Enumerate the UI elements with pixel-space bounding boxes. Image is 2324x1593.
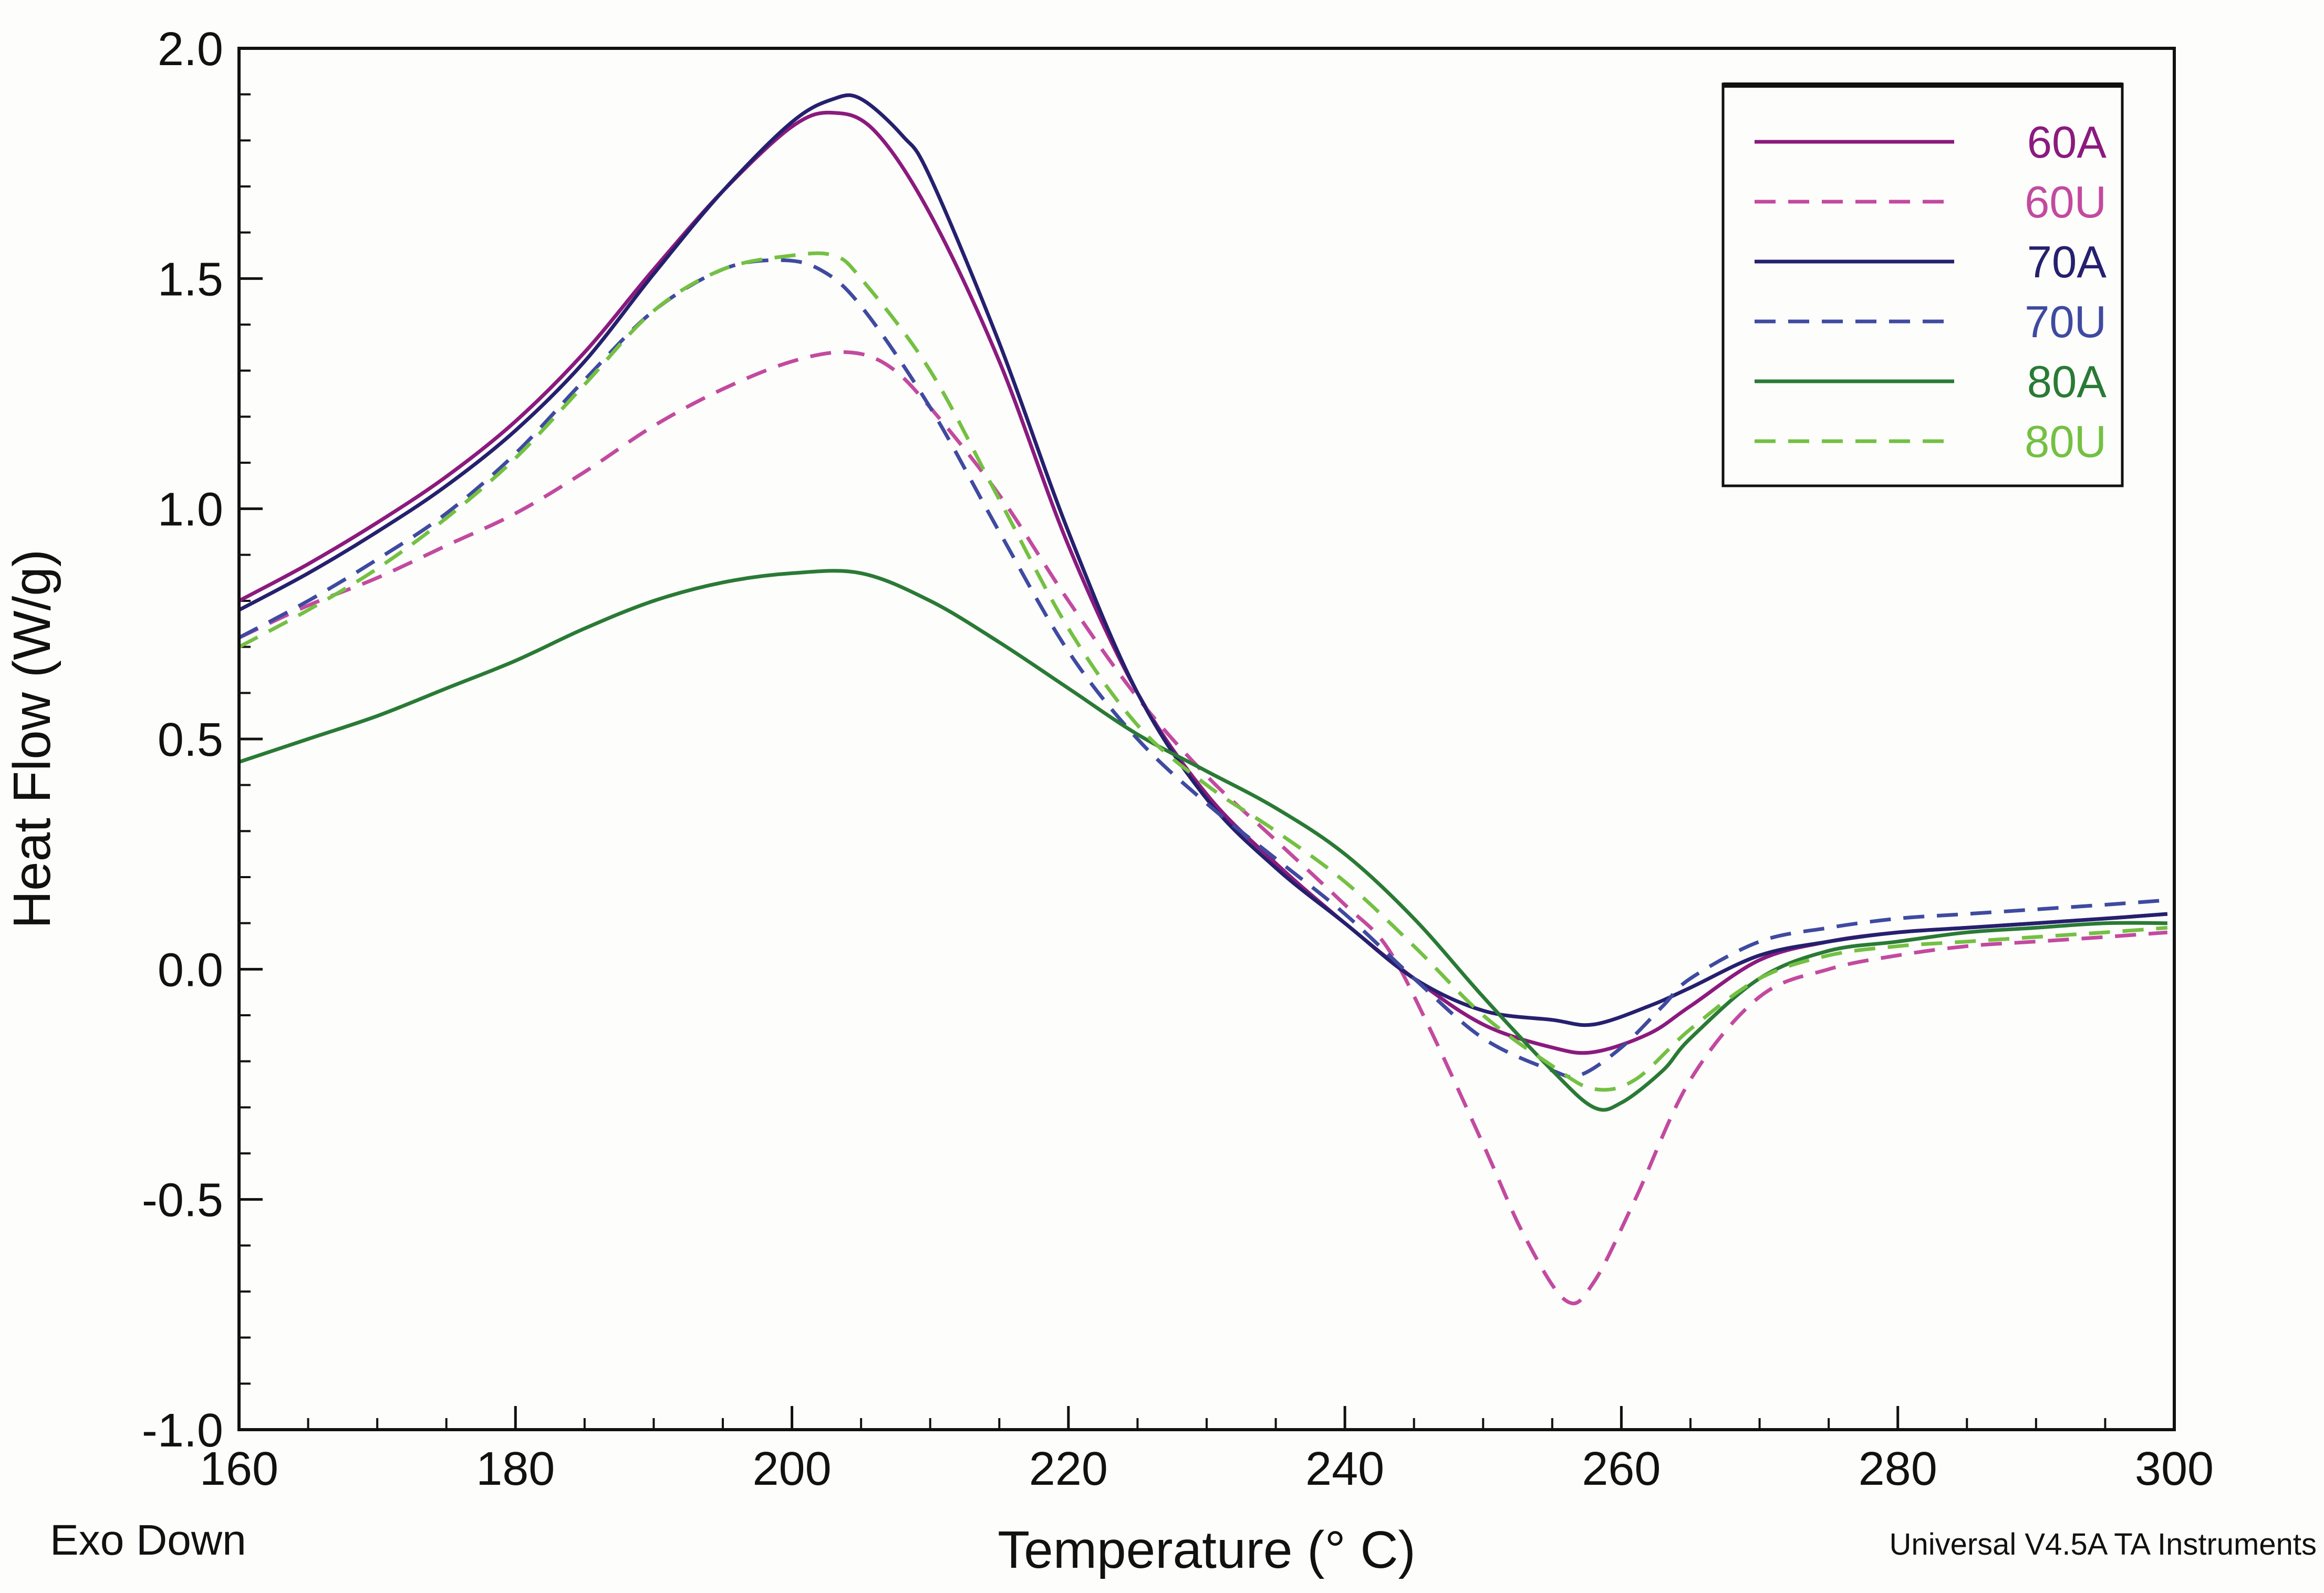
legend-label-80A: 80A	[2027, 357, 2107, 407]
y-tick-label: 0.5	[158, 714, 223, 766]
y-tick-label: 2.0	[158, 23, 223, 76]
legend: 60A 60U 70A 70U 80A 80U	[1721, 82, 2124, 487]
legend-box	[1721, 82, 2124, 487]
legend-label-60A: 60A	[2027, 118, 2107, 168]
x-tick-label: 200	[752, 1443, 831, 1495]
y-axis-title: Heat Flow (W/g)	[3, 549, 61, 929]
legend-label-70A: 70A	[2027, 237, 2107, 287]
y-tick-label: 0.0	[158, 944, 223, 996]
legend-items: 60A 60U 70A 70U 80A 80U	[1755, 118, 2107, 467]
legend-label-80U: 80U	[2025, 417, 2107, 467]
x-tick-label: 240	[1305, 1443, 1384, 1495]
x-tick-label: 220	[1029, 1443, 1108, 1495]
y-tick-labels: -1.0 -0.5 0.0 0.5 1.0 1.5 2.0	[142, 23, 223, 1457]
series-line-70A	[238, 93, 2168, 1027]
exo-down-note: Exo Down	[50, 1516, 246, 1564]
series-layer	[238, 93, 2168, 1306]
series-line-80A	[238, 569, 2167, 1112]
software-version-note: Universal V4.5A TA Instruments	[1890, 1527, 2317, 1561]
x-tick-label: 160	[200, 1443, 278, 1495]
y-tick-label: 1.0	[158, 484, 223, 536]
y-tick-label: -0.5	[142, 1174, 223, 1227]
x-tick-labels: 160 180 200 220 240 260 280 300	[200, 1443, 2214, 1495]
y-tick-label: -1.0	[142, 1404, 223, 1457]
series-line-80U	[238, 251, 2168, 1092]
x-tick-label: 280	[1859, 1443, 1937, 1495]
y-tick-label: 1.5	[158, 253, 223, 306]
series-line-60U	[238, 350, 2168, 1306]
x-axis-title: Temperature (° C)	[998, 1521, 1416, 1579]
plot-frame	[237, 47, 2176, 1431]
x-tick-label: 260	[1582, 1443, 1661, 1495]
legend-label-70U: 70U	[2025, 297, 2107, 347]
x-tick-label: 180	[476, 1443, 555, 1495]
legend-label-60U: 60U	[2025, 178, 2107, 227]
x-tick-label: 300	[2135, 1443, 2214, 1495]
